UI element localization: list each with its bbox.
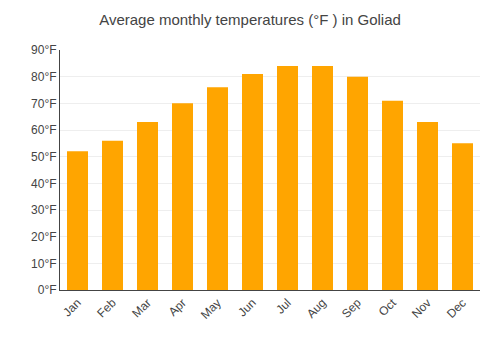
svg-text:80°F: 80°F: [31, 70, 56, 84]
svg-text:0°F: 0°F: [38, 283, 57, 297]
svg-text:May: May: [198, 296, 224, 322]
svg-text:Jul: Jul: [273, 296, 294, 317]
svg-text:50°F: 50°F: [31, 150, 56, 164]
svg-text:40°F: 40°F: [31, 177, 56, 191]
svg-text:70°F: 70°F: [31, 97, 56, 111]
svg-text:10°F: 10°F: [31, 257, 56, 271]
svg-text:Mar: Mar: [129, 296, 154, 321]
svg-text:90°F: 90°F: [31, 43, 56, 57]
svg-text:Nov: Nov: [409, 296, 434, 321]
svg-text:Oct: Oct: [376, 295, 400, 319]
svg-text:60°F: 60°F: [31, 123, 56, 137]
svg-text:Feb: Feb: [94, 296, 119, 321]
svg-text:Sep: Sep: [339, 296, 364, 321]
svg-text:30°F: 30°F: [31, 203, 56, 217]
svg-text:Aug: Aug: [304, 296, 329, 321]
svg-text:Average monthly temperatures (: Average monthly temperatures (°F ) in Go…: [99, 11, 401, 28]
svg-text:Apr: Apr: [166, 296, 189, 319]
svg-text:Jan: Jan: [60, 296, 84, 320]
svg-text:20°F: 20°F: [31, 230, 56, 244]
svg-text:Jun: Jun: [235, 296, 259, 320]
svg-text:Dec: Dec: [444, 296, 469, 321]
